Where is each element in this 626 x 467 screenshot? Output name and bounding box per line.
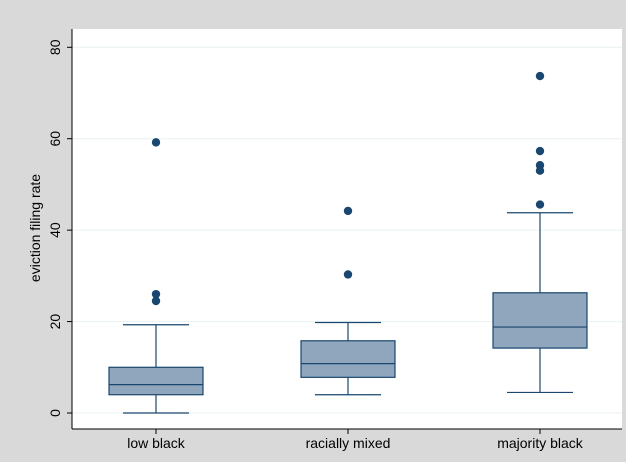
outlier-point [151, 296, 161, 306]
y-axis-label: eviction filing rate [27, 174, 43, 282]
outlier-point [535, 161, 545, 170]
y-tick-label: 0 [47, 409, 63, 417]
x-tick-label: majority black [497, 435, 584, 451]
y-tick-label: 80 [47, 39, 63, 55]
outlier-point [151, 289, 161, 299]
y-tick-label: 40 [47, 222, 63, 238]
outlier-point [343, 270, 353, 279]
box-group [108, 138, 204, 414]
box-group [492, 71, 588, 394]
iqr-box [108, 366, 204, 396]
outlier-point [151, 138, 161, 147]
iqr-box [492, 292, 588, 349]
outlier-point [535, 146, 545, 156]
axes [71, 29, 622, 430]
box-group [300, 206, 396, 396]
y-axis-ticks: 0 20 40 60 80 [47, 39, 72, 417]
box-series [108, 71, 588, 414]
y-tick-label: 60 [47, 131, 63, 147]
outlier-point [343, 206, 353, 216]
outlier-point [535, 200, 545, 209]
y-tick-label: 20 [47, 314, 63, 330]
iqr-box [300, 340, 396, 378]
x-tick-label: racially mixed [306, 435, 391, 451]
x-axis-ticks: low black racially mixed majority black [127, 429, 584, 451]
x-tick-label: low black [127, 435, 186, 451]
outlier-point [535, 71, 545, 81]
